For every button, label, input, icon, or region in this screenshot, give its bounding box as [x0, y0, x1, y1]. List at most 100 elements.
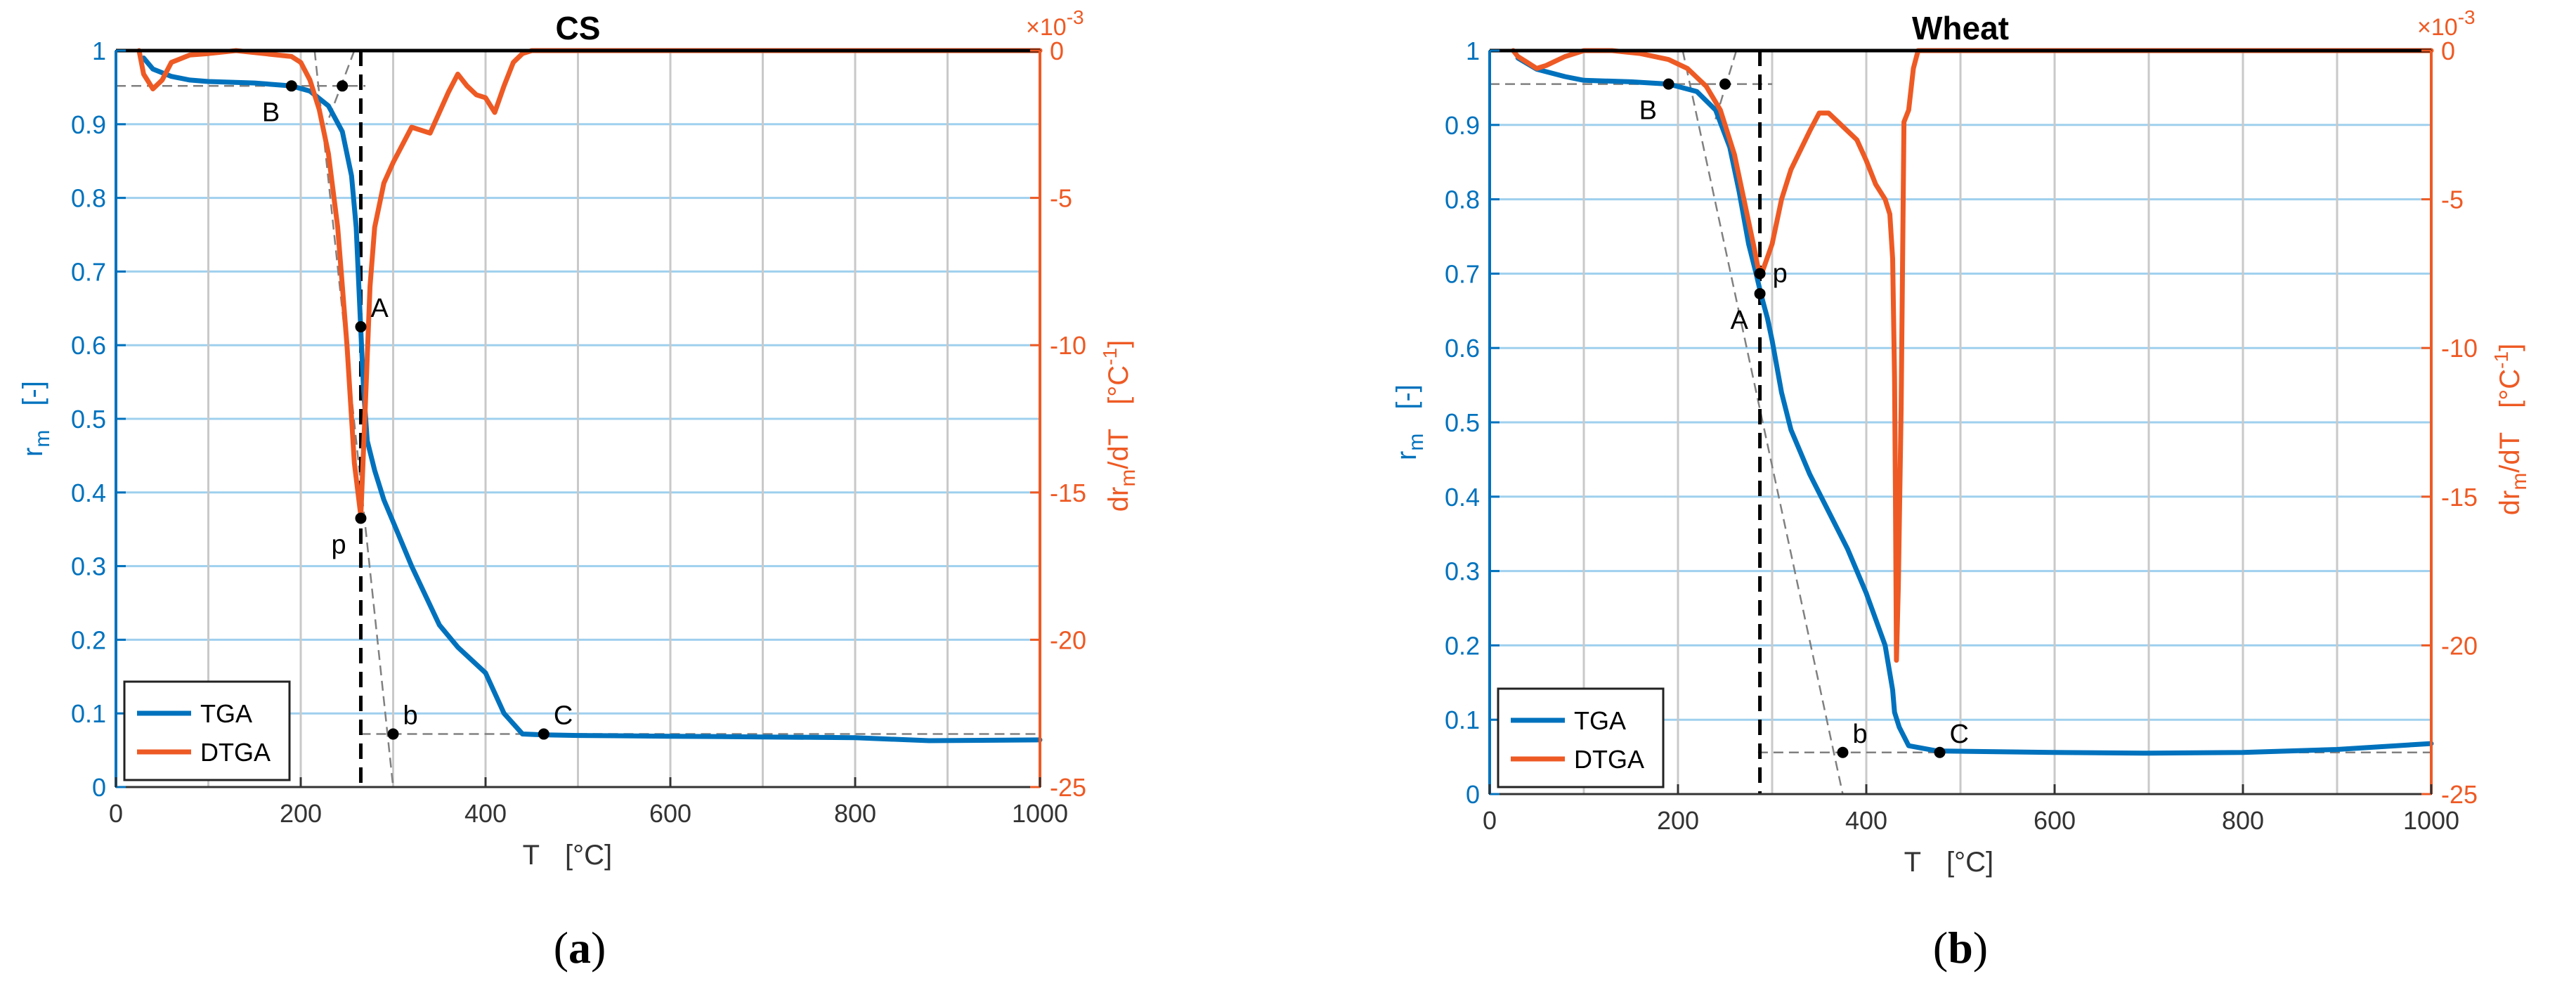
- left-axis-ticks: 0 0.1 0.2 0.3 0.4 0.5 0.6 0.7 0.8 0.9 1: [71, 37, 126, 802]
- left-tick-label: 0.3: [71, 552, 106, 581]
- right-tick-label: -25: [2441, 780, 2478, 809]
- caption-letter: a: [568, 923, 591, 973]
- annotation-point: [1934, 746, 1946, 758]
- left-label-unit: [-]: [18, 381, 48, 406]
- x-tick-label: 200: [280, 799, 322, 828]
- legend-tga-label: TGA: [200, 699, 252, 728]
- annotation-label: b: [1853, 720, 1868, 749]
- annotation-point: [387, 728, 399, 740]
- left-tick-label: 0.7: [1445, 259, 1480, 288]
- left-tick-label: 1: [92, 37, 106, 65]
- legend-box: [123, 680, 291, 781]
- left-tick-label: 0.4: [1445, 483, 1480, 512]
- left-tick-label: 0.1: [71, 699, 106, 728]
- left-tick-label: 0.8: [71, 184, 106, 213]
- left-tick-label: 0.4: [71, 479, 106, 507]
- right-axis-exponent: ×10-3: [2417, 6, 2476, 41]
- left-tick-label: 0.1: [1445, 706, 1480, 734]
- left-label-sub: m: [31, 430, 54, 448]
- panel-caption: (a): [554, 923, 606, 973]
- annotation-point: [337, 80, 349, 92]
- x-axis-ticks: 0 200 400 600 800 1000: [109, 777, 1068, 828]
- right-axis-ticks: 0 -5 -10 -15 -20 -25: [2421, 37, 2478, 809]
- legend-tga-label: TGA: [1574, 706, 1626, 735]
- annotation-label: C: [554, 701, 573, 731]
- annotation-label: C: [1950, 720, 1969, 749]
- x-label-symbol: T: [1904, 847, 1921, 878]
- series-tga-line: [141, 56, 1043, 743]
- left-tick-label: 0: [92, 773, 106, 802]
- right-label-unit: [°C: [2494, 369, 2525, 408]
- legend-dtga-label: DTGA: [1574, 745, 1644, 774]
- right-axis-exponent: ×10-3: [1026, 6, 1084, 41]
- left-label-main: r: [18, 448, 48, 457]
- left-label-sub: m: [1405, 434, 1428, 451]
- annotation-point: [285, 80, 297, 92]
- annotation-point: [1663, 78, 1674, 90]
- right-tick-label: 0: [1050, 37, 1064, 65]
- right-axis-label: drm/dT [°C-1]: [1099, 340, 1140, 512]
- legend: TGA DTGA: [1497, 687, 1665, 788]
- chart-title: Wheat: [1912, 10, 2009, 46]
- right-label-unit-sup: -1: [1099, 348, 1121, 365]
- right-label-tail: /dT: [2494, 432, 2525, 473]
- annotation-label: p: [331, 530, 346, 559]
- exponent-base: ×10: [1026, 14, 1067, 41]
- x-tick-label: 800: [2222, 806, 2264, 835]
- panel-caption: (b): [1933, 923, 1988, 973]
- exponent-base: ×10: [2417, 14, 2458, 41]
- right-label-sub: m: [2508, 473, 2531, 490]
- legend: TGA DTGA: [123, 680, 291, 781]
- left-tick-label: 0.5: [1445, 408, 1480, 437]
- legend-box: [1497, 687, 1665, 788]
- x-tick-label: 800: [834, 799, 876, 828]
- x-label-unit: [°C]: [565, 840, 612, 871]
- caption-letter: b: [1948, 923, 1973, 973]
- right-label-main: dr: [1103, 487, 1134, 512]
- annotation-point: [1754, 287, 1766, 299]
- x-tick-label: 400: [1845, 806, 1887, 835]
- x-label-unit: [°C]: [1946, 847, 1993, 878]
- annotation-label: A: [370, 294, 389, 323]
- right-tick-label: -15: [2441, 483, 2478, 512]
- right-tick-label: -20: [2441, 631, 2478, 660]
- left-tick-label: 0.9: [71, 110, 106, 139]
- caption-close: ): [591, 923, 606, 973]
- right-axis-ticks: 0 -5 -10 -15 -20 -25: [1030, 37, 1086, 802]
- right-label-unit-close: ]: [2494, 344, 2525, 351]
- x-axis-label: T [°C]: [1904, 847, 1994, 878]
- left-tick-label: 1: [1466, 37, 1480, 65]
- grid-vertical: [1582, 51, 2338, 794]
- annotation-point: [538, 728, 549, 740]
- caption-open: (: [554, 923, 568, 973]
- right-tick-label: -20: [1050, 625, 1086, 654]
- chart-title: CS: [556, 10, 601, 46]
- x-tick-label: 0: [1483, 806, 1497, 835]
- right-tick-label: -5: [2441, 186, 2464, 214]
- annotation-point: [1754, 268, 1766, 280]
- right-tick-label: -5: [1050, 184, 1072, 213]
- right-label-main: dr: [2494, 490, 2525, 516]
- caption-close: ): [1973, 923, 1988, 973]
- annotation-label: A: [1731, 306, 1749, 335]
- left-tick-label: 0.8: [1445, 186, 1480, 214]
- left-tick-label: 0.5: [71, 405, 106, 434]
- guide-line: [1681, 50, 1844, 795]
- right-label-sub: m: [1117, 469, 1140, 487]
- left-tick-label: 0.3: [1445, 557, 1480, 586]
- annotation-points: B Ap b C: [262, 80, 573, 740]
- right-tick-label: -10: [1050, 331, 1086, 360]
- x-tick-label: 1000: [2403, 806, 2459, 835]
- x-tick-label: 1000: [1012, 799, 1068, 828]
- left-tick-label: 0.2: [1445, 631, 1480, 660]
- annotation-label: p: [1773, 259, 1788, 288]
- legend-dtga-label: DTGA: [200, 738, 271, 767]
- annotation-label: B: [262, 98, 280, 127]
- left-tick-label: 0.9: [1445, 111, 1480, 140]
- annotation-point: [1719, 78, 1731, 90]
- x-tick-label: 600: [649, 799, 691, 828]
- left-axis-label: rm [-]: [18, 381, 54, 457]
- right-tick-label: -25: [1050, 773, 1086, 802]
